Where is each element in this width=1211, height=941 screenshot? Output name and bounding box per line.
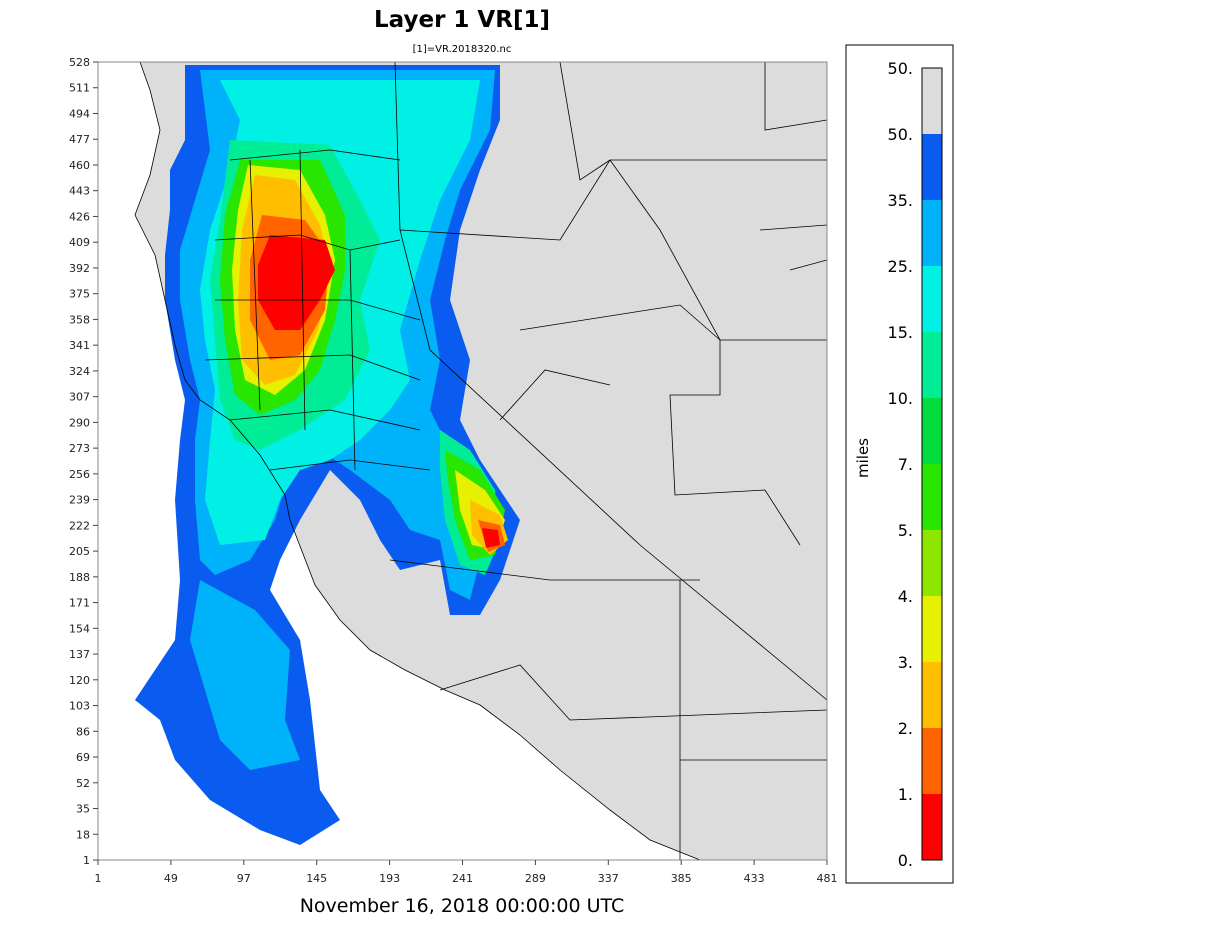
colorbar-swatch (922, 200, 942, 267)
y-tick-label: 273 (69, 442, 90, 455)
y-tick-label: 409 (69, 236, 90, 249)
y-tick-label: 205 (69, 545, 90, 558)
y-tick-label: 35 (76, 803, 90, 816)
x-tick-label: 433 (744, 872, 765, 885)
y-tick-label: 103 (69, 700, 90, 713)
colorbar-label: 10. (888, 389, 913, 408)
colorbar: 50. 50. 35. 25. 15. 10. 7. 5. 4. 3. 2. 1. 0. miles (845, 44, 954, 884)
colorbar-label: 35. (888, 191, 913, 210)
y-tick-label: 239 (69, 494, 90, 507)
colorbar-swatch (922, 134, 942, 201)
y-tick-label: 443 (69, 185, 90, 198)
colorbar-swatch (922, 530, 942, 597)
colorbar-swatch (922, 794, 942, 861)
colorbar-units: miles (854, 438, 872, 478)
colorbar-swatches (921, 67, 943, 861)
x-tick-label: 49 (164, 872, 178, 885)
x-tick-label: 289 (525, 872, 546, 885)
chart-subtitle: [1]=VR.2018320.nc (413, 44, 512, 55)
x-tick-label: 1 (95, 872, 102, 885)
colorbar-label: 0. (898, 851, 913, 870)
x-tick-label: 145 (306, 872, 327, 885)
y-tick-label: 137 (69, 648, 90, 661)
colorbar-swatch (922, 266, 942, 333)
colorbar-swatch (922, 398, 942, 465)
colorbar-swatch (922, 728, 942, 795)
colorbar-swatch (922, 68, 942, 135)
y-tick-label: 120 (69, 674, 90, 687)
y-tick-label: 290 (69, 416, 90, 429)
y-tick-label: 222 (69, 519, 90, 532)
y-tick-label: 528 (69, 56, 90, 69)
y-tick-label: 18 (76, 828, 90, 841)
colorbar-label: 25. (888, 257, 913, 276)
y-tick-label: 511 (69, 82, 90, 95)
colorbar-label: 4. (898, 587, 913, 606)
y-tick-label: 171 (69, 597, 90, 610)
x-tick-label: 337 (598, 872, 619, 885)
y-tick-label: 477 (69, 133, 90, 146)
chart-title: Layer 1 VR[1] (374, 7, 550, 33)
y-tick-label: 1 (83, 854, 90, 867)
colorbar-label: 7. (898, 455, 913, 474)
y-tick-label: 188 (69, 571, 90, 584)
x-tick-label: 385 (671, 872, 692, 885)
y-tick-label: 392 (69, 262, 90, 275)
x-tick-label: 97 (237, 872, 251, 885)
colorbar-label: 2. (898, 719, 913, 738)
colorbar-outline (921, 67, 943, 861)
colorbar-swatch (922, 596, 942, 663)
visibility-field (98, 62, 700, 860)
y-tick-label: 69 (76, 751, 90, 764)
x-tick-label: 241 (452, 872, 473, 885)
timestamp-label: November 16, 2018 00:00:00 UTC (300, 895, 625, 917)
boundary-lines (134, 62, 827, 860)
y-tick-label: 154 (69, 622, 90, 635)
y-tick-label: 324 (69, 365, 90, 378)
x-tick-label: 193 (379, 872, 400, 885)
colorbar-label: 50. (888, 59, 913, 78)
colorbar-swatch (922, 464, 942, 531)
colorbar-swatch (922, 332, 942, 399)
y-tick-label: 86 (76, 725, 90, 738)
y-axis: 1 18 35 52 69 86 103 120 137 154 171 188 205 222 239 25… (69, 56, 98, 867)
x-axis: 1 49 97 145 193 241 289 337 385 433 481 (95, 860, 838, 885)
y-tick-label: 426 (69, 210, 90, 223)
colorbar-label: 5. (898, 521, 913, 540)
y-tick-label: 341 (69, 339, 90, 352)
field-red (258, 235, 500, 548)
map-area (97, 61, 828, 861)
y-tick-label: 256 (69, 468, 90, 481)
colorbar-labels: 50. 50. 35. 25. 15. 10. 7. 5. 4. 3. 2. 1. 0. (888, 59, 913, 870)
y-tick-label: 460 (69, 159, 90, 172)
colorbar-label: 3. (898, 653, 913, 672)
colorbar-label: 1. (898, 785, 913, 804)
colorbar-swatch (922, 662, 942, 729)
y-tick-label: 52 (76, 777, 90, 790)
x-tick-label: 481 (817, 872, 838, 885)
y-tick-label: 307 (69, 391, 90, 404)
colorbar-label: 50. (888, 125, 913, 144)
colorbar-label: 15. (888, 323, 913, 342)
y-tick-label: 494 (69, 107, 90, 120)
y-tick-label: 375 (69, 288, 90, 301)
y-tick-label: 358 (69, 313, 90, 326)
